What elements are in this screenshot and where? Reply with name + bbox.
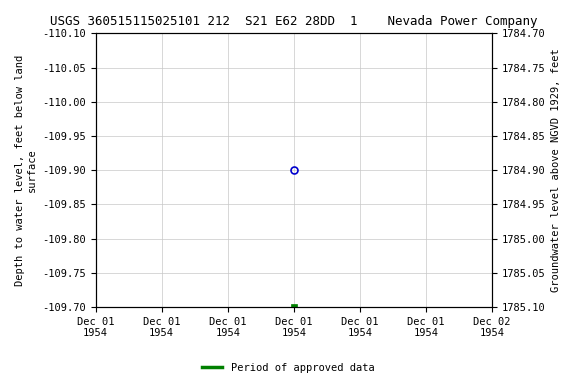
Legend: Period of approved data: Period of approved data <box>198 359 378 377</box>
Y-axis label: Groundwater level above NGVD 1929, feet: Groundwater level above NGVD 1929, feet <box>551 48 561 292</box>
Title: USGS 360515115025101 212  S21 E62 28DD  1    Nevada Power Company: USGS 360515115025101 212 S21 E62 28DD 1 … <box>50 15 537 28</box>
Y-axis label: Depth to water level, feet below land
surface: Depth to water level, feet below land su… <box>15 55 37 286</box>
